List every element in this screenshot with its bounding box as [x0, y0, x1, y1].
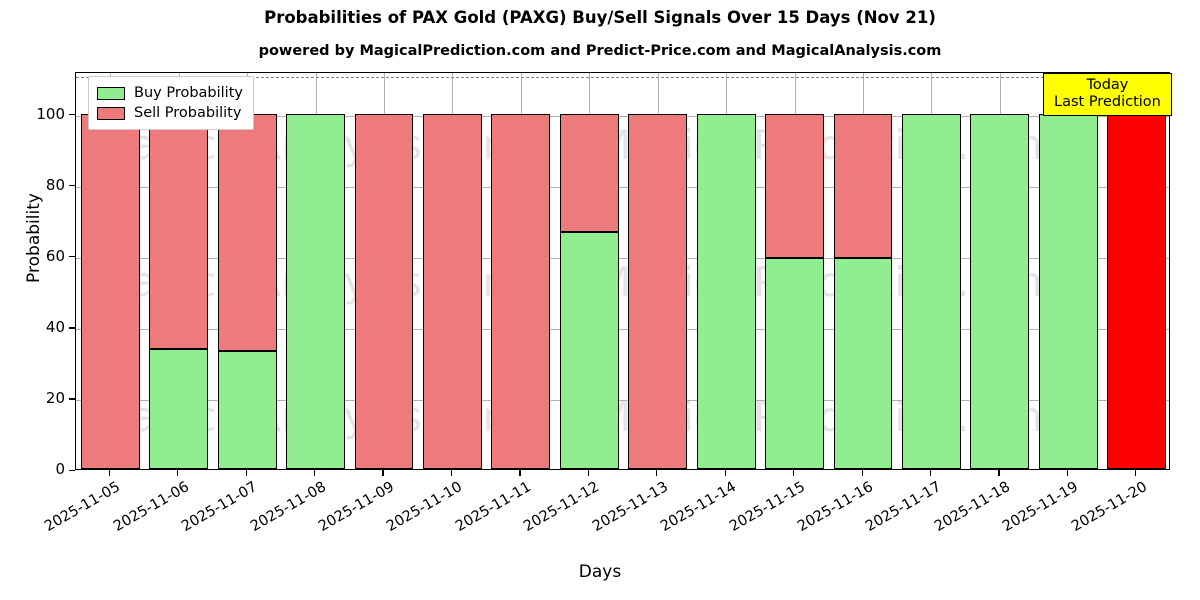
- bar-group[interactable]: [80, 73, 140, 469]
- today-annotation-line1: Today: [1086, 77, 1129, 93]
- x-axis-label: Days: [578, 562, 622, 582]
- x-axis-tick-mark: [382, 470, 384, 476]
- y-axis-tick-label: 60: [45, 246, 65, 265]
- bar-segment-today[interactable]: [1107, 113, 1167, 469]
- bar-group[interactable]: [696, 73, 756, 469]
- y-axis-tick-label: 40: [45, 317, 65, 336]
- legend-label-buy: Buy Probability: [134, 85, 243, 101]
- x-axis-tick-mark: [587, 470, 589, 476]
- y-axis-tick-mark: [69, 398, 75, 400]
- x-axis-tick-mark: [861, 470, 863, 476]
- bar-group[interactable]: [628, 73, 688, 469]
- x-axis-tick-mark: [314, 470, 316, 476]
- y-axis-label: Probability: [24, 193, 44, 283]
- y-axis-tick-label: 20: [45, 388, 65, 407]
- bar-segment-buy[interactable]: [286, 113, 345, 469]
- bar-segment-sell[interactable]: [149, 113, 209, 350]
- x-axis-tick-mark: [1135, 470, 1137, 476]
- bar-group[interactable]: [286, 73, 345, 469]
- bar-segment-buy[interactable]: [833, 257, 893, 469]
- y-axis-tick-mark: [69, 469, 75, 471]
- bar-group[interactable]: [970, 73, 1030, 469]
- page-title: Probabilities of PAX Gold (PAXG) Buy/Sel…: [264, 8, 936, 27]
- bar-group[interactable]: [765, 73, 824, 469]
- gridline-horizontal: [76, 328, 1169, 330]
- today-annotation: Today Last Prediction: [1043, 73, 1172, 117]
- bar-segment-sell[interactable]: [354, 113, 414, 469]
- x-axis-tick-mark: [724, 470, 726, 476]
- bar-segment-buy[interactable]: [1038, 113, 1098, 469]
- x-axis-tick-mark: [519, 470, 521, 476]
- bar-group[interactable]: [1107, 73, 1167, 469]
- y-axis-tick-mark: [69, 114, 75, 116]
- bar-group[interactable]: [422, 73, 482, 469]
- x-axis-tick-mark: [656, 470, 658, 476]
- chart-legend: Buy Probability Sell Probability: [88, 76, 254, 130]
- bar-segment-sell[interactable]: [80, 113, 140, 469]
- x-axis-tick-mark: [177, 470, 179, 476]
- bar-group[interactable]: [217, 73, 277, 469]
- bar-group[interactable]: [491, 73, 551, 469]
- chart-subtitle: powered by MagicalPrediction.com and Pre…: [258, 43, 942, 59]
- bar-segment-sell[interactable]: [422, 113, 482, 469]
- today-annotation-line2: Last Prediction: [1054, 94, 1161, 111]
- legend-item-buy[interactable]: Buy Probability: [97, 83, 243, 103]
- legend-item-sell[interactable]: Sell Probability: [97, 103, 243, 123]
- y-axis-tick-label: 0: [55, 460, 65, 478]
- reference-line: [76, 76, 1169, 78]
- y-axis-tick-mark: [69, 327, 75, 329]
- x-axis-tick-mark: [108, 470, 110, 476]
- bar-group[interactable]: [149, 73, 209, 469]
- bar-group[interactable]: [1038, 73, 1098, 469]
- gridline-horizontal: [76, 257, 1169, 259]
- y-axis-tick-label: 80: [45, 175, 65, 194]
- x-axis-tick-mark: [998, 470, 1000, 476]
- bar-group[interactable]: [833, 73, 893, 469]
- x-axis-tick-mark: [793, 470, 795, 476]
- bar-segment-buy[interactable]: [970, 113, 1030, 469]
- x-axis-tick-mark: [450, 470, 453, 476]
- bar-segment-buy[interactable]: [765, 257, 824, 469]
- y-axis-tick-label: 100: [36, 104, 65, 123]
- bar-segment-sell[interactable]: [491, 113, 551, 469]
- y-axis-tick-mark: [69, 256, 75, 258]
- legend-label-sell: Sell Probability: [134, 105, 242, 121]
- bar-segment-sell[interactable]: [833, 113, 893, 258]
- x-axis-tick-mark: [929, 470, 932, 476]
- bar-segment-buy[interactable]: [149, 349, 209, 469]
- x-axis-tick-mark: [1066, 470, 1069, 476]
- x-axis-tick-mark: [245, 470, 247, 476]
- legend-swatch-sell: [97, 106, 125, 120]
- bar-segment-buy[interactable]: [559, 231, 619, 469]
- gridline-horizontal: [76, 115, 1169, 117]
- bar-segment-buy[interactable]: [696, 113, 756, 469]
- y-axis-tick-mark: [69, 185, 75, 187]
- bar-segment-sell[interactable]: [765, 113, 824, 258]
- bar-segment-sell[interactable]: [559, 113, 619, 232]
- bar-segment-sell[interactable]: [217, 113, 277, 351]
- bar-group[interactable]: [559, 73, 619, 469]
- gridline-horizontal: [76, 399, 1169, 401]
- bar-segment-sell[interactable]: [628, 113, 688, 469]
- legend-swatch-buy: [97, 86, 125, 100]
- gridline-horizontal: [76, 186, 1169, 188]
- bar-group[interactable]: [354, 73, 414, 469]
- plot-area: MagicalAnalysis.comMagicalPrediction.com…: [75, 72, 1170, 470]
- bar-segment-buy[interactable]: [902, 113, 961, 469]
- bar-group[interactable]: [902, 73, 961, 469]
- bar-segment-buy[interactable]: [217, 350, 277, 469]
